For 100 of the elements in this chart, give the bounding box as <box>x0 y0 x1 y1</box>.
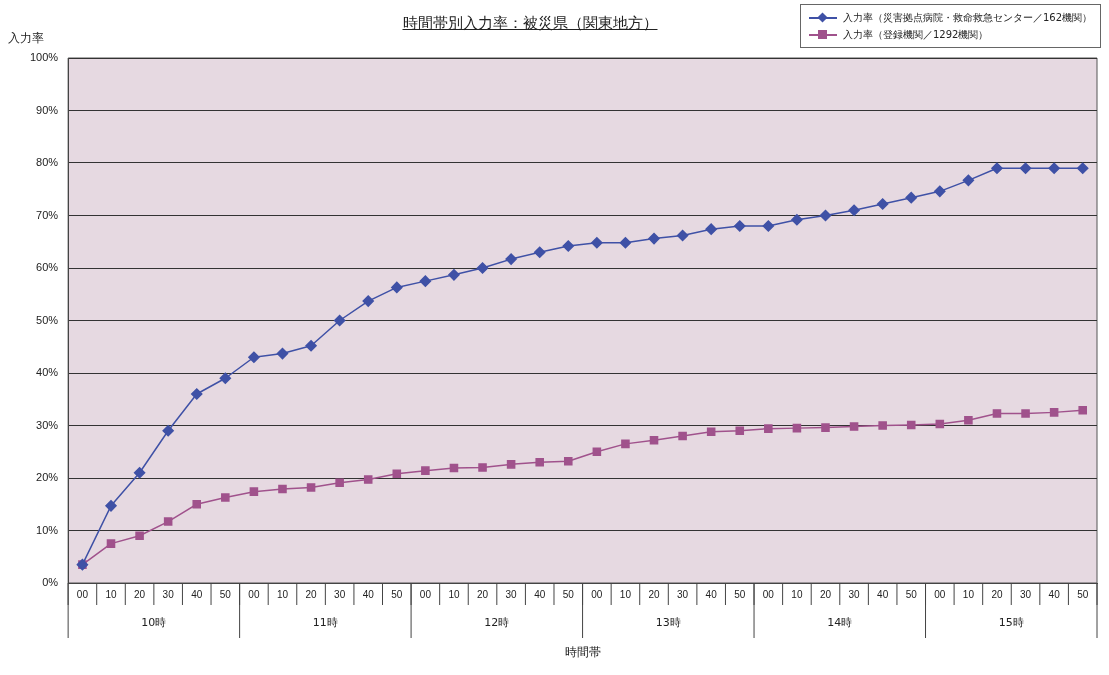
x-tick-label: 50 <box>905 588 918 600</box>
x-tick-label: 50 <box>219 588 232 600</box>
point <box>278 484 287 494</box>
x-tick-label: 20 <box>134 588 146 600</box>
point <box>363 475 373 484</box>
x-tick-label: 20 <box>476 588 489 600</box>
x-tick-label: 00 <box>248 588 260 600</box>
x-tick-label: 40 <box>362 588 375 600</box>
point <box>676 229 689 242</box>
point <box>962 174 975 187</box>
point <box>221 493 230 502</box>
x-tick-label: 50 <box>391 588 403 600</box>
point <box>764 424 773 433</box>
x-tick-label: 10 <box>105 588 117 600</box>
point <box>162 425 174 437</box>
point <box>333 314 346 327</box>
point <box>305 339 317 352</box>
point <box>678 431 687 441</box>
point <box>935 419 945 429</box>
point <box>706 427 716 437</box>
point <box>335 478 344 488</box>
point <box>964 415 973 425</box>
x-tick-label: 50 <box>734 588 746 600</box>
point <box>448 269 460 281</box>
point <box>505 253 517 265</box>
y-tick-label: 50% <box>36 313 59 326</box>
x-tick-label: 50 <box>1077 588 1089 600</box>
y-tick-label: 80% <box>36 156 59 169</box>
point <box>819 209 832 222</box>
text: 13時 <box>655 615 681 629</box>
x-tick-label: 30 <box>334 588 346 600</box>
x-axis-title: 時間帯 <box>564 645 601 660</box>
point <box>106 539 116 548</box>
x-tick-label: 40 <box>191 588 203 600</box>
x-tick-label: 40 <box>705 588 718 600</box>
point <box>476 262 489 274</box>
x-tick-label: 30 <box>505 588 518 600</box>
y-tick-label: 100% <box>29 51 59 64</box>
point <box>419 275 432 287</box>
text: 12時 <box>484 615 510 629</box>
point <box>905 191 917 204</box>
point <box>391 281 403 294</box>
y-tick-label: 30% <box>36 418 59 431</box>
point <box>849 422 859 431</box>
point <box>1049 408 1059 417</box>
x-tick-label: 10 <box>448 588 460 600</box>
y-tick-label: 40% <box>36 366 59 379</box>
point <box>163 517 173 526</box>
x-tick-label: 00 <box>419 588 432 600</box>
x-tick-label: 40 <box>1048 588 1061 600</box>
point <box>792 423 802 433</box>
point <box>791 213 803 226</box>
point <box>848 204 860 216</box>
x-tick-label: 40 <box>877 588 889 600</box>
point <box>362 295 374 307</box>
point <box>1021 409 1030 418</box>
point <box>478 463 487 472</box>
point <box>563 456 573 466</box>
chart-title: 時間帯別入力率：被災県（関東地方） <box>401 14 659 33</box>
point <box>249 487 259 496</box>
point <box>190 388 203 400</box>
point <box>735 426 745 436</box>
point <box>135 531 144 541</box>
x-tick-label: 30 <box>848 588 861 600</box>
x-tick-label: 30 <box>162 588 175 600</box>
point <box>649 435 659 445</box>
text: 10時 <box>141 615 167 629</box>
x-tick-label: 50 <box>562 588 575 600</box>
point <box>1078 405 1087 415</box>
y-tick-label: 10% <box>36 523 59 536</box>
point <box>1076 162 1089 174</box>
point <box>592 447 602 457</box>
point <box>591 237 603 249</box>
x-tick-label: 00 <box>934 588 946 600</box>
legend-label: 入力率（登録機関／1292機関） <box>842 27 989 42</box>
point <box>248 351 260 363</box>
point <box>533 246 546 258</box>
point <box>392 469 402 479</box>
point <box>133 467 146 479</box>
point <box>821 423 830 432</box>
x-tick-label: 30 <box>677 588 689 600</box>
point <box>1019 162 1032 174</box>
x-tick-label: 40 <box>534 588 546 600</box>
x-tick-label: 20 <box>305 588 318 600</box>
x-tick-label: 10 <box>791 588 803 600</box>
point <box>506 460 516 469</box>
point <box>192 499 202 509</box>
point <box>734 220 746 232</box>
point <box>219 372 232 384</box>
x-tick-label: 10 <box>619 588 632 600</box>
point <box>306 483 316 492</box>
text: 11時 <box>312 615 338 629</box>
point <box>878 421 887 430</box>
point <box>449 463 459 473</box>
point <box>621 439 630 449</box>
point <box>619 237 632 249</box>
point <box>991 162 1003 174</box>
x-tick-label: 30 <box>1019 588 1032 600</box>
point <box>705 223 717 235</box>
x-tick-label: 20 <box>991 588 1003 600</box>
